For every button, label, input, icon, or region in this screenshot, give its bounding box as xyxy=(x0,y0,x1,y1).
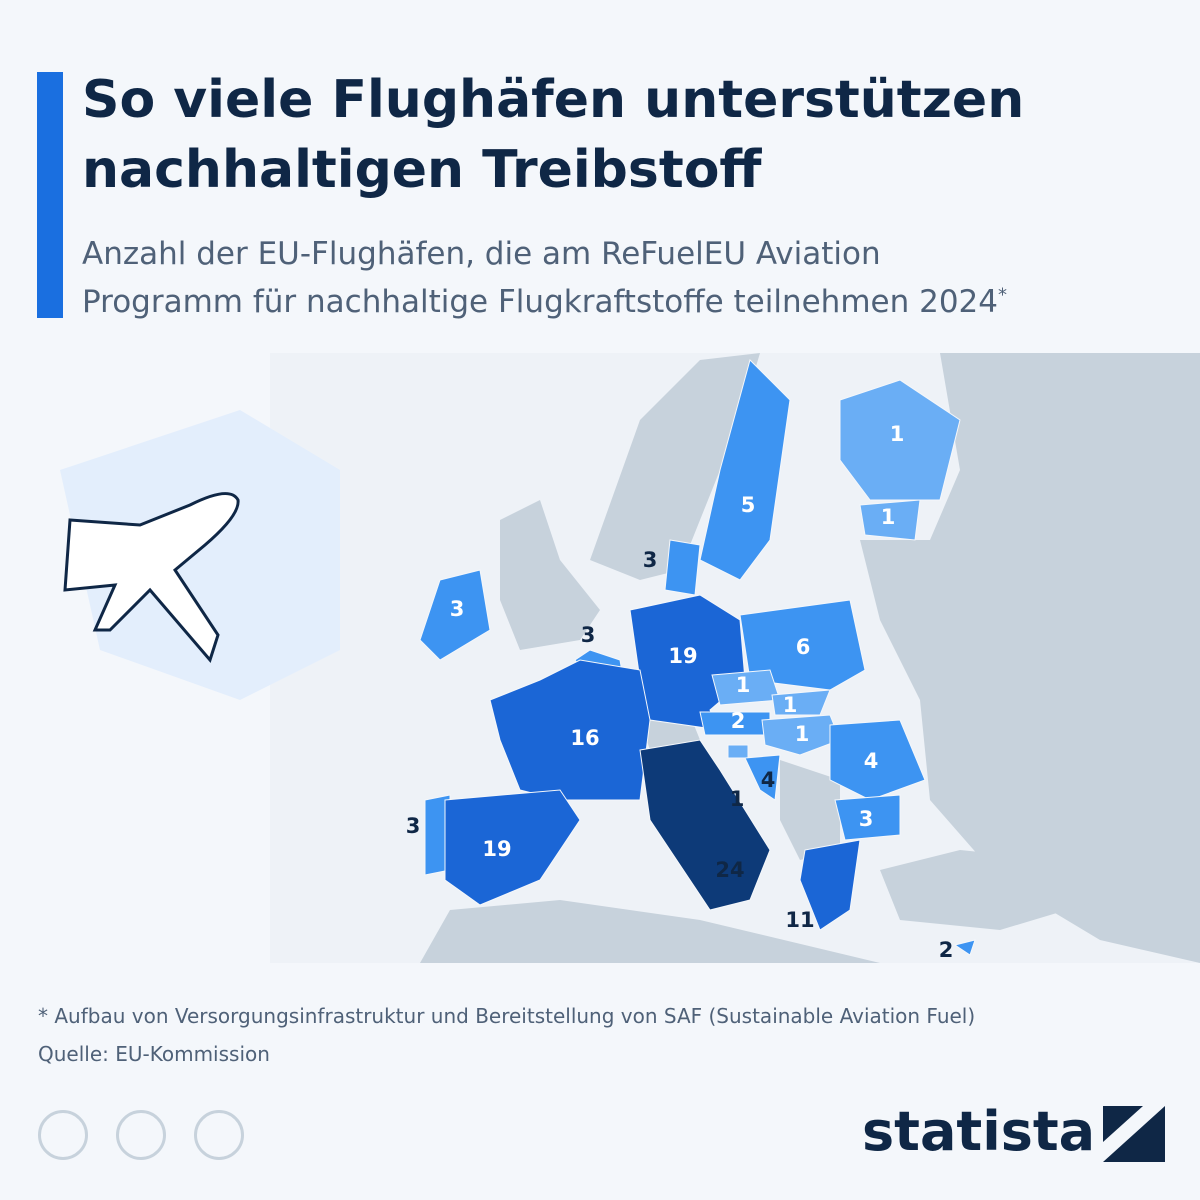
non-eu-land xyxy=(420,353,1200,963)
country xyxy=(744,754,781,801)
plane-icon xyxy=(63,492,240,664)
airport-count: 3 xyxy=(406,814,421,838)
airport-count: 3 xyxy=(859,807,874,831)
title: nachhaltigen Treibstoff xyxy=(82,140,762,200)
accent-bar xyxy=(37,72,63,318)
country xyxy=(799,839,861,931)
airport-count: 1 xyxy=(730,787,745,811)
airport-count: 4 xyxy=(761,768,776,792)
airport-count: 6 xyxy=(796,635,811,659)
subtitle: Anzahl der EU-Flughäfen, die am ReFuelEU… xyxy=(82,236,881,272)
country xyxy=(699,359,791,581)
icon-bg xyxy=(60,410,340,700)
country xyxy=(834,794,901,841)
airport-count: 1 xyxy=(881,505,896,529)
license-icons xyxy=(38,1110,244,1160)
footnote: * Aufbau von Versorgungsinfrastruktur un… xyxy=(38,1004,976,1028)
country xyxy=(839,379,961,501)
airport-count: 1 xyxy=(736,673,751,697)
country xyxy=(727,744,749,759)
airport-count: 4 xyxy=(864,749,879,773)
title: So viele Flughäfen unterstützen xyxy=(82,70,1025,130)
country xyxy=(639,739,771,911)
country xyxy=(761,714,841,756)
country xyxy=(953,939,976,956)
country xyxy=(829,719,926,801)
footnote-marker: * xyxy=(998,284,1007,306)
airport-count: 11 xyxy=(785,908,814,932)
country xyxy=(771,689,831,716)
subtitle-text: Programm für nachhaltige Flugkraftstoffe… xyxy=(82,284,998,320)
airport-count: 3 xyxy=(643,548,658,572)
country xyxy=(419,569,491,661)
subtitle: Programm für nachhaltige Flugkraftstoffe… xyxy=(82,284,1007,320)
airport-count: 1 xyxy=(783,693,798,717)
airport-count: 19 xyxy=(668,644,697,668)
country xyxy=(444,789,581,906)
airport-count: 5 xyxy=(741,493,756,517)
country xyxy=(859,499,921,541)
brand: statista xyxy=(862,1100,1096,1163)
brand-logo xyxy=(1103,1106,1165,1162)
airport-count: 19 xyxy=(482,837,511,861)
airport-count: 3 xyxy=(581,623,596,647)
source: Quelle: EU-Kommission xyxy=(38,1042,270,1066)
airport-count: 1 xyxy=(890,422,905,446)
airport-count: 2 xyxy=(939,938,954,962)
airport-count: 1 xyxy=(795,722,810,746)
airport-count: 16 xyxy=(570,726,599,750)
country xyxy=(739,599,866,691)
airport-count: 3 xyxy=(450,597,465,621)
country xyxy=(664,539,701,596)
airport-count: 24 xyxy=(715,858,744,882)
airport-count: 2 xyxy=(731,709,746,733)
